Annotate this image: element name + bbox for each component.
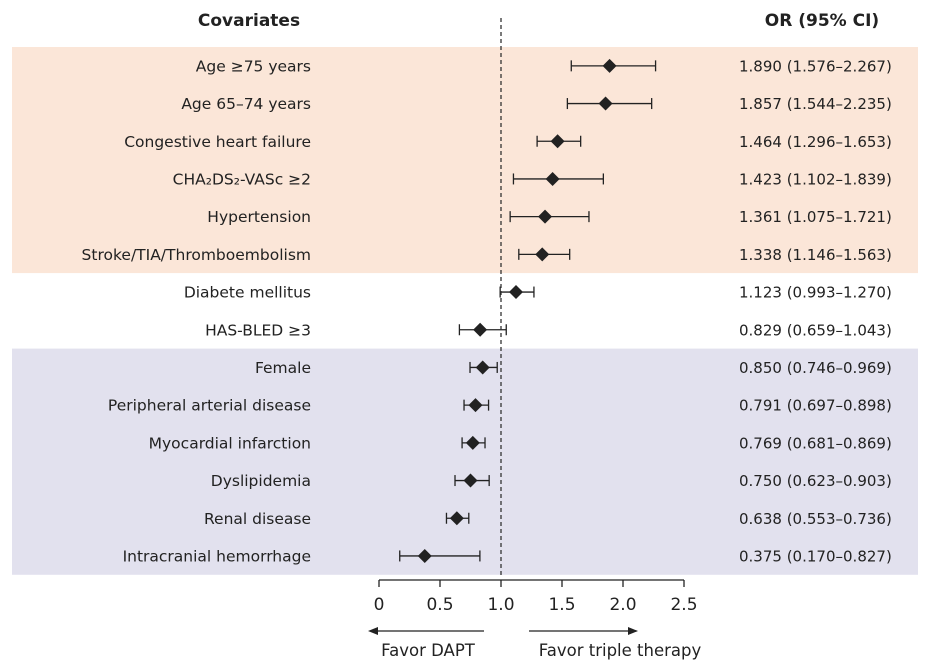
or-ci-value: 1.423 (1.102–1.839) <box>739 170 892 188</box>
or-point-marker <box>465 435 480 450</box>
or-point-marker <box>550 134 565 149</box>
or-ci-value: 0.850 (0.746–0.969) <box>739 359 892 377</box>
or-ci-value: 1.338 (1.146–1.563) <box>739 246 892 264</box>
or-point-marker <box>602 58 617 73</box>
x-tick-label: 2.5 <box>670 595 697 615</box>
header-covariates: Covariates <box>198 11 300 31</box>
covariate-label: Age ≥75 years <box>196 57 311 75</box>
favor-left-arrowhead <box>368 627 378 635</box>
covariate-label: Age 65–74 years <box>181 95 311 113</box>
or-ci-value: 1.464 (1.296–1.653) <box>739 133 892 151</box>
covariate-label: Dyslipidemia <box>211 472 311 490</box>
x-tick-label: 0.5 <box>426 595 453 615</box>
forest-rows: Age ≥75 years 1.890 (1.576–2.267) Age 65–7… <box>82 57 892 565</box>
covariate-label: Intracranial hemorrhage <box>123 547 311 565</box>
group-bands <box>12 47 918 575</box>
covariate-label: Congestive heart failure <box>124 133 311 151</box>
or-point-marker <box>598 96 613 111</box>
covariate-label: Hypertension <box>207 208 311 226</box>
or-ci-value: 0.791 (0.697–0.898) <box>739 397 892 415</box>
covariate-label: CHA₂DS₂-VASc ≥2 <box>173 170 311 188</box>
x-tick-label: 1.5 <box>548 595 575 615</box>
x-axis: 0 0.5 1.0 1.5 2.0 2.5 <box>374 579 698 615</box>
covariate-label: Myocardial infarction <box>149 434 311 452</box>
favor-right-arrowhead <box>628 627 638 635</box>
or-ci-value: 0.769 (0.681–0.869) <box>739 434 892 452</box>
or-point-marker <box>535 247 550 262</box>
or-point-marker <box>417 548 432 563</box>
band-high <box>12 47 918 274</box>
covariate-label: Female <box>255 359 311 377</box>
or-ci-value: 0.375 (0.170–0.827) <box>739 547 892 565</box>
favor-left-label: Favor DAPT <box>381 641 476 660</box>
favor-annotations: Favor DAPT Favor triple therapy <box>368 627 701 660</box>
x-tick-label: 2.0 <box>609 595 636 615</box>
favor-right-label: Favor triple therapy <box>539 641 702 660</box>
or-point-marker <box>449 511 464 526</box>
or-ci-value: 1.857 (1.544–2.235) <box>739 95 892 113</box>
band-neutral <box>12 273 918 349</box>
or-ci-value: 0.638 (0.553–0.736) <box>739 510 892 528</box>
or-point-marker <box>538 209 553 224</box>
covariate-label: Stroke/TIA/Thromboembolism <box>82 246 311 264</box>
or-ci-value: 0.829 (0.659–1.043) <box>739 321 892 339</box>
covariate-label: Renal disease <box>204 510 311 528</box>
or-point-marker <box>463 473 478 488</box>
or-point-marker <box>475 360 490 375</box>
covariate-label: HAS-BLED ≥3 <box>205 321 311 339</box>
x-tick-label: 0 <box>374 595 385 615</box>
or-ci-value: 1.890 (1.576–2.267) <box>739 57 892 75</box>
or-point-marker <box>545 171 560 186</box>
x-tick-label: 1.0 <box>487 595 514 615</box>
or-ci-value: 1.361 (1.075–1.721) <box>739 208 892 226</box>
header-or-ci: OR (95% CI) <box>765 11 879 31</box>
or-point-marker <box>473 322 488 337</box>
covariate-label: Peripheral arterial disease <box>108 397 311 415</box>
or-ci-value: 0.750 (0.623–0.903) <box>739 472 892 490</box>
or-point-marker <box>468 398 483 413</box>
or-ci-value: 1.123 (0.993–1.270) <box>739 284 892 302</box>
covariate-label: Diabete mellitus <box>184 284 311 302</box>
or-point-marker <box>509 285 524 300</box>
band-low <box>12 348 918 575</box>
